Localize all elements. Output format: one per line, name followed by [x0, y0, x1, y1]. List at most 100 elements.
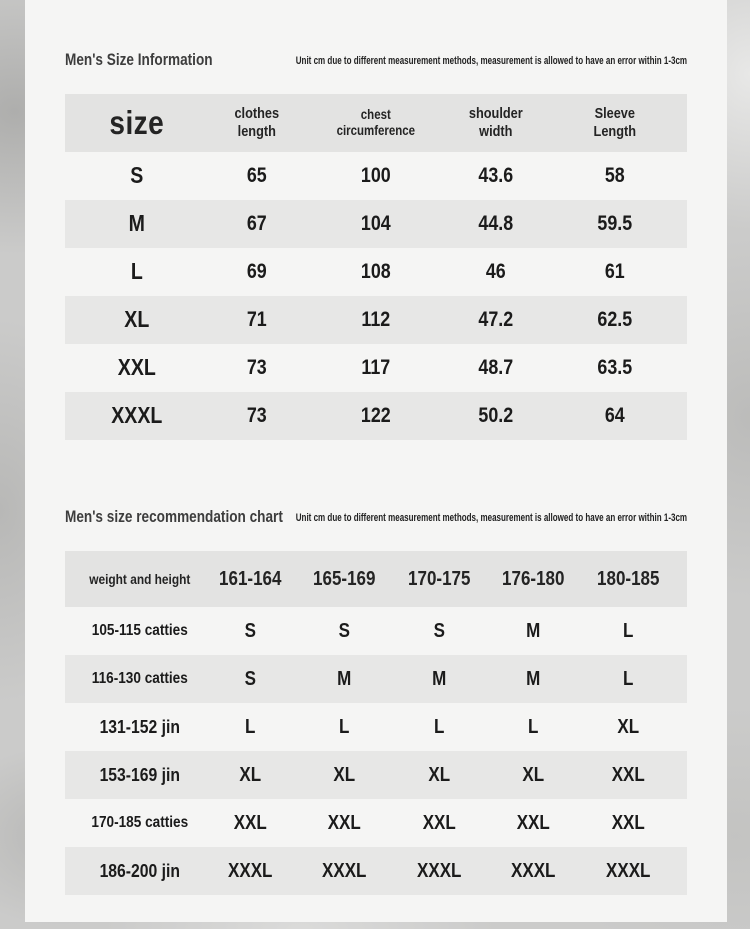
- header-cell-size: size: [109, 104, 165, 142]
- recommended-size: S: [244, 668, 256, 690]
- clothes-length-value: 69: [246, 260, 267, 284]
- weight-range-label: 186-200 jin: [99, 859, 180, 881]
- recommended-size: XL: [333, 764, 356, 786]
- size-table-row-xxl: XXL 73 117 48.7 63.5: [65, 344, 687, 392]
- recommended-size: L: [433, 716, 444, 738]
- size-table-header-row: size clothes length chest circumference …: [65, 94, 687, 152]
- header-cell-height-161-164: 161-164: [218, 568, 282, 590]
- recommended-size: XL: [616, 716, 639, 738]
- size-label: XXL: [117, 354, 156, 381]
- recommended-size: L: [622, 620, 633, 642]
- size-label: L: [130, 258, 143, 285]
- recommendation-row-186-200: 186-200 jin XXXL XXXL XXXL XXXL XXXL: [65, 847, 687, 895]
- size-table-row-l: L 69 108 46 61: [65, 248, 687, 296]
- recommended-size: S: [244, 620, 256, 642]
- header-cell-height-170-175: 170-175: [407, 568, 470, 590]
- weight-range-label: 170-185 catties: [91, 814, 189, 832]
- weight-range-label: 131-152 jin: [99, 715, 180, 737]
- header-cell-clothes-length: clothes length: [234, 105, 279, 140]
- recommended-size: S: [433, 620, 445, 642]
- size-label: XL: [124, 306, 150, 333]
- recommended-size: L: [528, 716, 539, 738]
- header-cell-sleeve-length: Sleeve Length: [593, 105, 637, 140]
- shoulder-width-value: 48.7: [478, 356, 513, 380]
- recommendation-row-131-152: 131-152 jin L L L L XL: [65, 703, 687, 751]
- sleeve-length-value: 62.5: [597, 308, 633, 332]
- sleeve-length-value: 61: [605, 260, 626, 284]
- section1-header: Men's Size Information Unit cm due to di…: [65, 49, 687, 70]
- header-cell-height-176-180: 176-180: [502, 568, 565, 590]
- clothes-length-value: 73: [246, 356, 267, 380]
- sleeve-length-value: 63.5: [597, 356, 633, 380]
- shoulder-width-value: 47.2: [478, 308, 513, 332]
- clothes-length-value: 71: [246, 308, 267, 332]
- recommended-size: M: [431, 668, 446, 690]
- chest-circumference-value: 108: [361, 260, 391, 284]
- size-table-row-xxxl: XXXL 73 122 50.2 64: [65, 392, 687, 440]
- size-label: S: [130, 162, 144, 189]
- recommended-size: XXXL: [416, 860, 461, 882]
- recommended-size: XL: [238, 764, 261, 786]
- recommended-size: XXL: [422, 812, 456, 834]
- sleeve-length-value: 64: [605, 404, 626, 428]
- header-cell-shoulder-width: shoulder width: [468, 105, 523, 140]
- section1-unit-note: Unit cm due to different measurement met…: [295, 55, 687, 67]
- recommendation-row-170-185: 170-185 catties XXL XXL XXL XXL XXL: [65, 799, 687, 847]
- header-cell-chest-circumference: chest circumference: [336, 106, 416, 138]
- chest-circumference-value: 122: [361, 404, 391, 428]
- recommendation-row-116-130: 116-130 catties S M M M L: [65, 655, 687, 703]
- header-cell-weight-and-height: weight and height: [89, 570, 191, 587]
- recommended-size: M: [526, 620, 541, 642]
- chest-circumference-value: 112: [361, 308, 391, 332]
- recommended-size: XXXL: [227, 860, 273, 882]
- shoulder-width-value: 50.2: [478, 404, 513, 428]
- recommended-size: M: [526, 668, 541, 690]
- recommended-size: XXXL: [511, 860, 556, 882]
- recommended-size: L: [622, 668, 633, 690]
- recommended-size: XXL: [611, 764, 645, 786]
- size-label: M: [128, 210, 145, 237]
- recommended-size: L: [244, 716, 256, 738]
- recommended-size: XXL: [233, 812, 267, 834]
- recommended-size: XXXL: [605, 860, 650, 882]
- shoulder-width-value: 46: [485, 260, 506, 284]
- sleeve-length-value: 58: [605, 164, 626, 188]
- section2-unit-note: Unit cm due to different measurement met…: [295, 512, 687, 524]
- weight-range-label: 105-115 catties: [91, 622, 188, 640]
- size-recommendation-table: weight and height 161-164 165-169 170-17…: [65, 551, 687, 895]
- size-table-row-m: M 67 104 44.8 59.5: [65, 200, 687, 248]
- sleeve-length-value: 59.5: [597, 212, 633, 236]
- recommended-size: XXL: [327, 812, 361, 834]
- recommended-size: L: [339, 716, 350, 738]
- clothes-length-value: 73: [246, 404, 267, 428]
- size-label: XXXL: [111, 402, 163, 429]
- size-table-row-xl: XL 71 112 47.2 62.5: [65, 296, 687, 344]
- recommended-size: XXL: [611, 812, 645, 834]
- recommended-size: XL: [522, 764, 545, 786]
- recommendation-header-row: weight and height 161-164 165-169 170-17…: [65, 551, 687, 607]
- shoulder-width-value: 44.8: [478, 212, 513, 236]
- recommendation-row-105-115: 105-115 catties S S S M L: [65, 607, 687, 655]
- content-panel: Men's Size Information Unit cm due to di…: [25, 0, 727, 922]
- recommended-size: XXXL: [322, 860, 367, 882]
- mens-size-table: size clothes length chest circumference …: [65, 94, 687, 440]
- clothes-length-value: 67: [246, 212, 267, 236]
- section1-title: Men's Size Information: [65, 50, 213, 69]
- header-cell-height-165-169: 165-169: [313, 568, 376, 590]
- recommended-size: S: [338, 620, 350, 642]
- recommended-size: XXL: [516, 812, 550, 834]
- weight-range-label: 116-130 catties: [91, 670, 188, 688]
- shoulder-width-value: 43.6: [478, 164, 513, 188]
- clothes-length-value: 65: [246, 164, 267, 188]
- recommendation-row-153-169: 153-169 jin XL XL XL XL XXL: [65, 751, 687, 799]
- section2-title: Men's size recommendation chart: [65, 507, 283, 526]
- chest-circumference-value: 100: [361, 164, 391, 188]
- header-cell-height-180-185: 180-185: [596, 568, 659, 590]
- section2-header: Men's size recommendation chart Unit cm …: [65, 506, 687, 527]
- size-table-row-s: S 65 100 43.6 58: [65, 152, 687, 200]
- recommended-size: M: [337, 668, 352, 690]
- recommended-size: XL: [427, 764, 450, 786]
- chest-circumference-value: 104: [361, 212, 391, 236]
- chest-circumference-value: 117: [361, 356, 391, 380]
